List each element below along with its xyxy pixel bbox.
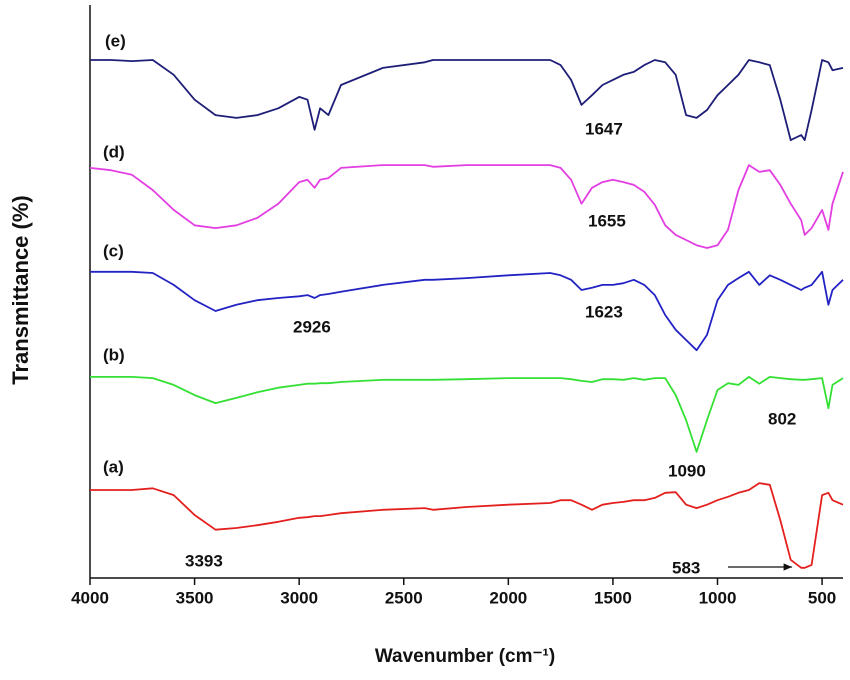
peak-annotation: 2926 (293, 317, 331, 336)
series-label: (d) (103, 142, 125, 161)
spectrum-line (89, 164, 844, 249)
series-label: (a) (103, 457, 124, 476)
spectrum-line (90, 482, 844, 569)
spectrum-line (90, 376, 844, 453)
spectrum-line (90, 270, 844, 352)
peak-annotation: 1655 (588, 211, 626, 230)
peak-annotation: 1623 (585, 302, 623, 321)
series-label: (b) (103, 345, 125, 364)
peak-annotation: 802 (768, 409, 796, 428)
peak-annotation: 1647 (585, 119, 623, 138)
x-axis-label: Wavenumber (cm⁻¹) (375, 646, 555, 667)
x-tick-label: 4000 (71, 588, 109, 607)
peak-annotation: 3393 (185, 551, 223, 570)
y-axis-label: Transmittance (%) (8, 195, 33, 385)
x-tick-label: 2500 (385, 588, 423, 607)
x-tick-label: 3500 (176, 588, 214, 607)
x-tick-label: 3000 (280, 588, 318, 607)
peak-annotation: 1090 (668, 461, 706, 480)
x-tick-label: 1500 (594, 588, 632, 607)
series-label: (c) (103, 241, 124, 260)
series-label: (e) (105, 31, 126, 50)
x-tick-label: 2000 (489, 588, 527, 607)
peak-annotation: 583 (672, 558, 700, 577)
x-tick-label: 1000 (699, 588, 737, 607)
spectrum-line (90, 59, 844, 141)
x-tick-label: 500 (808, 588, 836, 607)
